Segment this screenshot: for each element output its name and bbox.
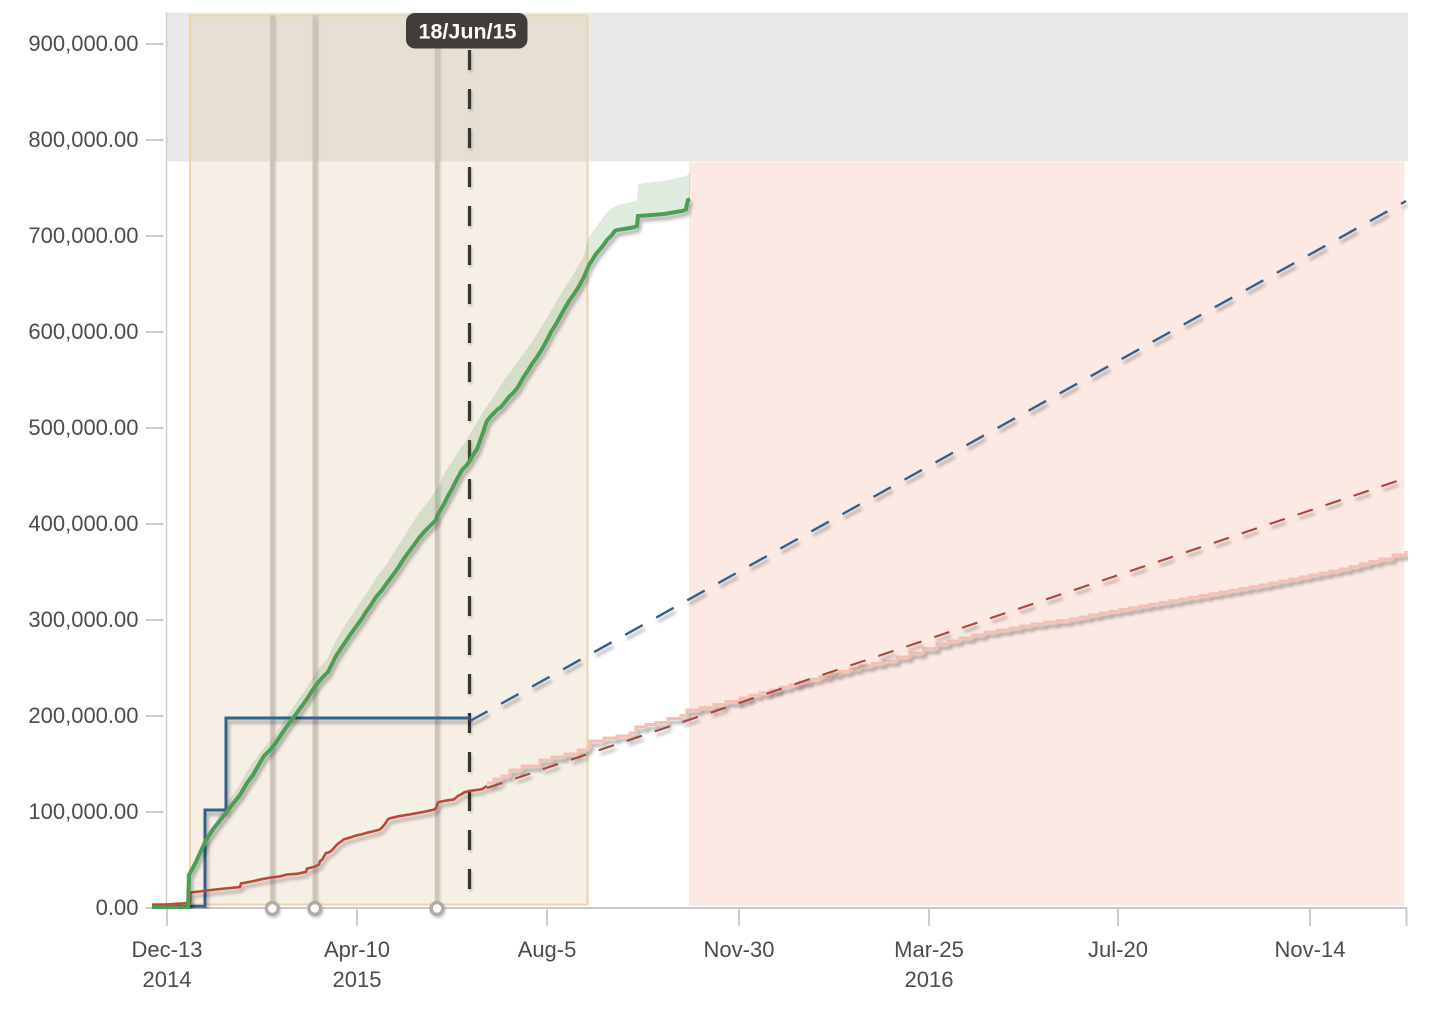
svg-text:Jul-20: Jul-20 [1088,937,1148,962]
svg-text:200,000.00: 200,000.00 [28,703,138,728]
svg-text:500,000.00: 500,000.00 [28,415,138,440]
svg-text:Nov-14: Nov-14 [1275,937,1346,962]
svg-text:2014: 2014 [143,967,192,992]
svg-text:400,000.00: 400,000.00 [28,511,138,536]
svg-text:800,000.00: 800,000.00 [28,127,138,152]
svg-text:300,000.00: 300,000.00 [28,607,138,632]
svg-text:Aug-5: Aug-5 [518,937,577,962]
svg-text:100,000.00: 100,000.00 [28,799,138,824]
svg-text:2016: 2016 [905,967,954,992]
svg-text:Apr-10: Apr-10 [324,937,390,962]
svg-text:600,000.00: 600,000.00 [28,319,138,344]
svg-text:0.00: 0.00 [96,895,139,920]
svg-text:Mar-25: Mar-25 [894,937,964,962]
svg-text:Dec-13: Dec-13 [132,937,203,962]
svg-text:18/Jun/15: 18/Jun/15 [419,20,517,44]
svg-text:2015: 2015 [333,967,382,992]
svg-text:700,000.00: 700,000.00 [28,223,138,248]
svg-text:900,000.00: 900,000.00 [28,31,138,56]
svg-text:Nov-30: Nov-30 [704,937,775,962]
